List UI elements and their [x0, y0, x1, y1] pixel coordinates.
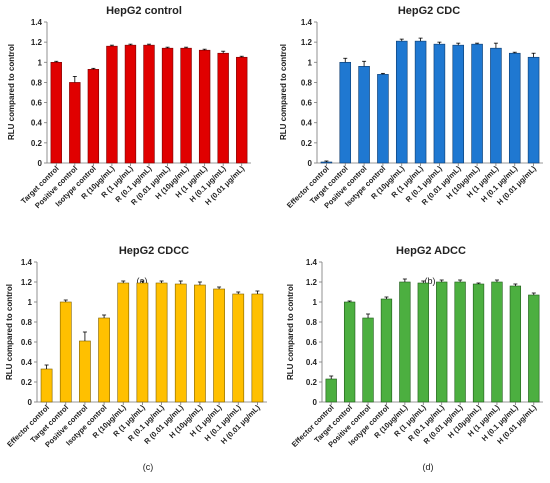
chart-panel-2: HepG2 CDC RLU compared to control 0 0.2 0.4 0…	[279, 5, 543, 286]
y-tick-label: 0.8	[21, 318, 33, 327]
bar	[180, 47, 192, 164]
y-tick-label: 0.4	[301, 119, 313, 128]
bar	[417, 282, 429, 403]
bar	[339, 61, 352, 164]
y-tick-label: 0.2	[31, 139, 43, 148]
bar	[87, 69, 100, 164]
y-tick-label: 0.4	[31, 119, 43, 128]
y-tick-label: 0	[38, 159, 43, 168]
bar	[40, 368, 53, 403]
y-tick-label: 0.6	[306, 338, 318, 347]
bar	[395, 40, 408, 164]
y-tick-label: 1.4	[301, 18, 313, 27]
y-tick-label: 1	[313, 298, 318, 307]
bar	[194, 284, 206, 403]
chart-panel-1: HepG2 control RLU compared to control 0 0.2…	[7, 5, 251, 286]
bar	[472, 283, 485, 403]
y-tick-label: 1	[308, 58, 313, 67]
y-tick-label: 1.4	[21, 258, 33, 267]
y-tick-label: 0	[308, 159, 313, 168]
y-tick-label: 1.4	[31, 18, 43, 27]
bar	[232, 293, 245, 403]
y-tick-label: 1	[38, 58, 43, 67]
y-tick-label: 0.2	[301, 139, 313, 148]
y-tick-label: 0.8	[306, 318, 318, 327]
panel-label: (c)	[143, 462, 154, 472]
bar	[155, 282, 168, 403]
y-axis-label: RLU compared to control	[5, 284, 14, 380]
y-tick-label: 0.4	[306, 358, 318, 367]
bar	[433, 43, 446, 164]
bar	[174, 283, 187, 403]
bar	[320, 161, 333, 164]
panel-label: (b)	[425, 276, 436, 286]
y-tick-label: 1.2	[306, 278, 318, 287]
bar	[213, 288, 225, 403]
bar	[236, 56, 248, 164]
bar	[527, 56, 540, 164]
bar	[106, 45, 118, 164]
bar	[490, 47, 502, 164]
y-tick-label: 0.4	[21, 358, 33, 367]
bar	[98, 317, 110, 403]
y-tick-label: 1.2	[301, 38, 313, 47]
bar	[399, 281, 411, 403]
y-tick-label: 1	[28, 298, 33, 307]
bar	[528, 294, 540, 403]
y-tick-label: 0.8	[31, 78, 43, 87]
bar	[343, 301, 356, 403]
bar	[69, 82, 81, 164]
chart-title: HepG2 CDCC	[119, 245, 189, 257]
bar	[452, 44, 465, 164]
chart-panel-4: HepG2 ADCC RLU compared to control 0 0.2 0.4…	[286, 245, 543, 472]
bar	[136, 282, 149, 403]
bar	[251, 293, 264, 403]
chart-title: HepG2 CDC	[398, 5, 460, 17]
bar	[454, 281, 466, 403]
bar	[198, 49, 211, 164]
bar	[362, 317, 374, 403]
panel-label: (d)	[423, 462, 434, 472]
y-tick-label: 0	[313, 398, 318, 407]
bar	[124, 44, 137, 164]
y-axis-label: RLU compared to control	[286, 284, 295, 380]
bar	[217, 52, 229, 164]
bar	[117, 282, 130, 403]
bar	[50, 61, 62, 164]
y-tick-label: 1.4	[306, 258, 318, 267]
y-tick-label: 0	[28, 398, 33, 407]
bar	[491, 281, 503, 403]
y-axis-label: RLU compared to control	[279, 44, 288, 140]
y-tick-label: 0.6	[21, 338, 33, 347]
bar	[325, 378, 337, 403]
y-tick-label: 0.2	[21, 378, 33, 387]
chart-title: HepG2 ADCC	[396, 245, 466, 257]
bar	[161, 47, 174, 164]
chart-title: HepG2 control	[106, 5, 182, 17]
bar	[509, 285, 522, 403]
y-tick-label: 0.6	[31, 99, 43, 108]
bar	[380, 298, 393, 403]
bar	[471, 43, 483, 164]
bar	[414, 40, 427, 164]
y-axis-label: RLU compared to control	[7, 44, 16, 140]
y-tick-label: 1.2	[31, 38, 43, 47]
bar	[436, 281, 448, 403]
bar	[377, 74, 389, 164]
bar	[79, 340, 91, 403]
y-tick-label: 0.8	[301, 78, 313, 87]
bar	[59, 301, 72, 403]
y-tick-label: 0.6	[301, 99, 313, 108]
bar	[358, 66, 370, 164]
bar	[508, 52, 521, 164]
bar	[143, 44, 155, 164]
y-tick-label: 1.2	[21, 278, 33, 287]
y-tick-label: 0.2	[306, 378, 318, 387]
